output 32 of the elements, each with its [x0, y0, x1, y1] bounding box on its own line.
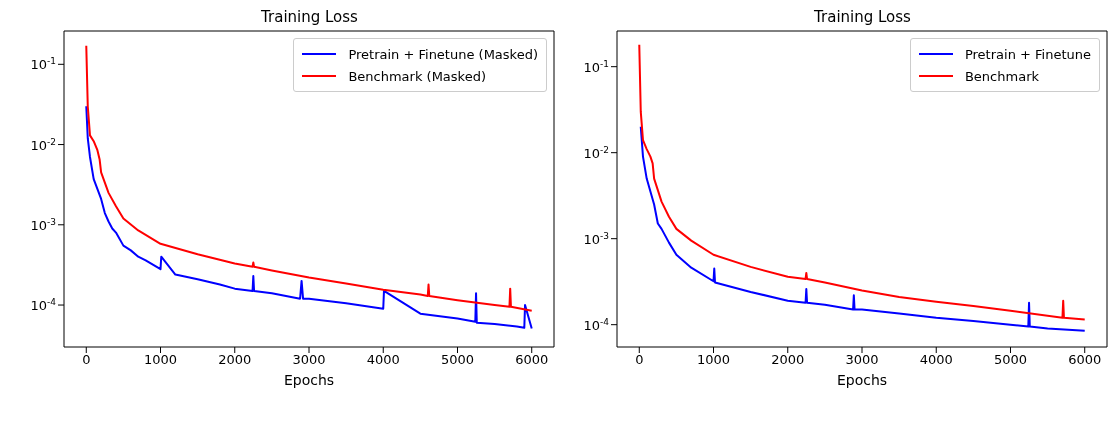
chart-title: Training Loss — [260, 8, 359, 26]
x-tick-label: 3000 — [292, 352, 326, 368]
line-series — [639, 125, 1086, 332]
x-tick-label: 5000 — [440, 352, 475, 368]
y-tick-label: 10$^{-1}$ — [30, 56, 56, 73]
y-tick-label: 10$^{-2}$ — [583, 144, 609, 161]
y-tick-label: 10$^{-2}$ — [30, 136, 56, 153]
legend-label: Pretrain + Finetune (Masked) — [348, 46, 538, 62]
y-tick-label: 10$^{-1}$ — [583, 58, 609, 75]
x-tick-label: 2000 — [771, 352, 805, 368]
x-tick-label: 4000 — [366, 352, 400, 368]
y-tick-label: 10$^{-4}$ — [583, 316, 610, 333]
legend-label: Benchmark (Masked) — [348, 68, 486, 84]
x-tick-label: 6000 — [1068, 352, 1102, 368]
x-tick-label: 4000 — [919, 352, 953, 368]
legend-label: Pretrain + Finetune — [964, 46, 1091, 62]
x-tick-label: 0 — [82, 352, 91, 368]
y-tick-label: 10$^{-4}$ — [30, 297, 57, 314]
chart-title: Training Loss — [813, 8, 912, 26]
y-tick-label: 10$^{-3}$ — [30, 216, 56, 233]
x-tick-label: 2000 — [218, 352, 252, 368]
x-tick-label: 5000 — [993, 352, 1028, 368]
x-tick-label: 1000 — [143, 352, 178, 368]
x-axis-title: Epochs — [836, 372, 888, 388]
x-tick-label: 3000 — [845, 352, 879, 368]
y-tick-label: 10$^{-3}$ — [583, 230, 609, 247]
line-series — [85, 105, 533, 330]
legend-label: Benchmark — [964, 68, 1039, 84]
x-tick-label: 0 — [635, 352, 644, 368]
x-axis-title: Epochs — [283, 372, 335, 388]
x-tick-label: 1000 — [696, 352, 731, 368]
x-tick-label: 6000 — [515, 352, 549, 368]
